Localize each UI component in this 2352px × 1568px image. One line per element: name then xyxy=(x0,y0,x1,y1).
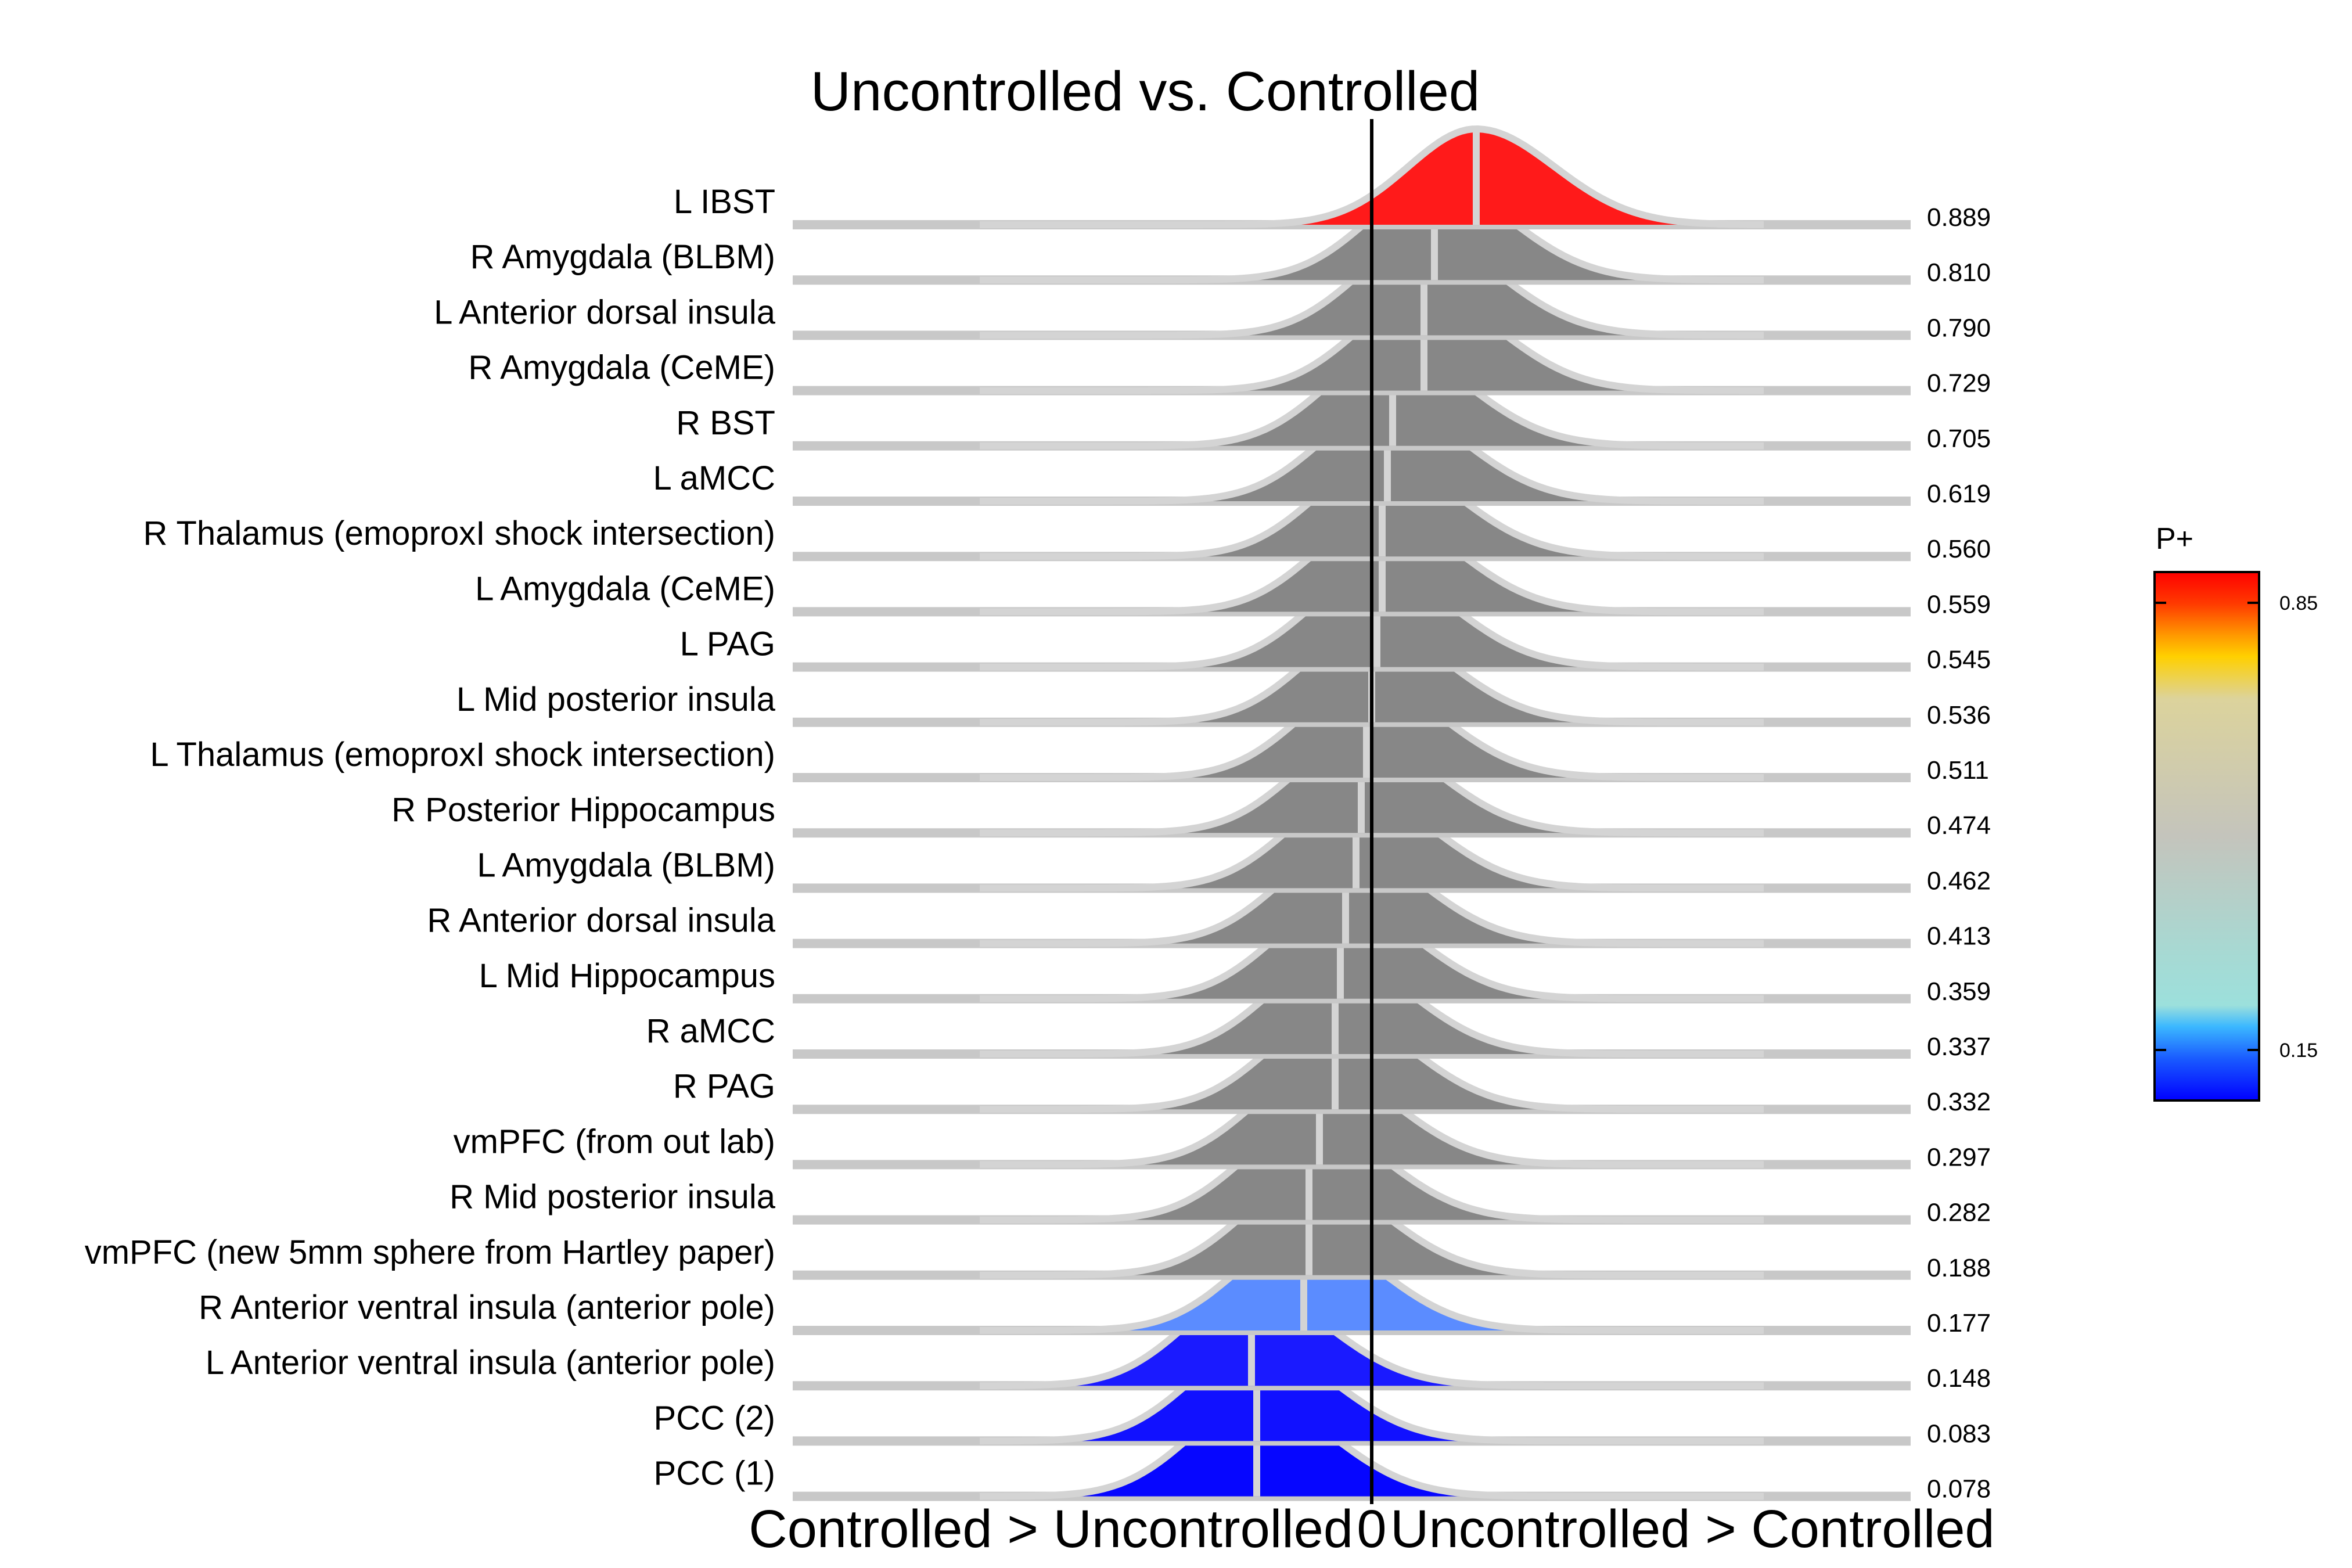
x-label-left: Controlled > Uncontrolled xyxy=(749,1499,1353,1559)
p-plus-value: 0.332 xyxy=(1927,1088,1991,1116)
p-plus-value: 0.545 xyxy=(1927,646,1991,674)
p-plus-value: 0.619 xyxy=(1927,480,1991,508)
y-tick-label: L Mid posterior insula xyxy=(456,681,776,718)
p-plus-value: 0.560 xyxy=(1927,535,1991,563)
density-area xyxy=(980,1400,1764,1497)
colorbar: P+ 0.85 0.15 xyxy=(2153,522,2318,1102)
y-tick-label: L IBST xyxy=(674,183,775,221)
y-tick-label: PCC (1) xyxy=(654,1455,775,1493)
y-tick-label: L aMCC xyxy=(653,459,775,497)
chart-title: Uncontrolled vs. Controlled xyxy=(811,60,1480,123)
ridge-row xyxy=(793,181,1911,285)
p-plus-value: 0.083 xyxy=(1927,1419,1991,1448)
p-plus-value: 0.282 xyxy=(1927,1199,1991,1227)
p-plus-value: 0.511 xyxy=(1927,756,1989,785)
y-tick-label: R Amygdala (CeME) xyxy=(468,349,775,387)
y-tick-label: L Amygdala (BLBM) xyxy=(477,846,775,884)
p-plus-value: 0.177 xyxy=(1927,1309,1991,1337)
p-plus-value: 0.462 xyxy=(1927,866,1991,895)
y-tick-label: R Thalamus (emoproxI shock intersection) xyxy=(143,515,775,552)
p-plus-value: 0.337 xyxy=(1927,1033,1991,1061)
y-tick-label: R PAG xyxy=(673,1067,775,1105)
y-tick-labels: PCC (1) PCC (2) L Anterior ventral insula … xyxy=(85,183,776,1493)
p-plus-value: 0.359 xyxy=(1927,977,1991,1006)
ridges xyxy=(793,125,1911,1501)
colorbar-tick-label-low: 0.15 xyxy=(2279,1040,2318,1062)
density-area xyxy=(980,1290,1764,1386)
density-area xyxy=(980,129,1764,225)
density-area xyxy=(980,1345,1764,1441)
x-label-right: Uncontrolled > Controlled xyxy=(1390,1499,1995,1559)
colorbar-gradient xyxy=(2153,571,2260,1102)
p-plus-value: 0.536 xyxy=(1927,701,1991,729)
y-tick-label: L Anterior dorsal insula xyxy=(434,293,776,331)
y-tick-label: R Anterior ventral insula (anterior pole… xyxy=(199,1289,775,1326)
p-plus-value: 0.790 xyxy=(1927,314,1991,342)
y-tick-label: L Anterior ventral insula (anterior pole… xyxy=(206,1344,775,1382)
y-tick-label: R Anterior dorsal insula xyxy=(427,902,775,940)
y-tick-label: R BST xyxy=(676,404,775,442)
colorbar-title: P+ xyxy=(2156,522,2193,556)
y-tick-label: vmPFC (from out lab) xyxy=(454,1123,775,1160)
p-plus-value: 0.889 xyxy=(1927,203,1991,232)
p-plus-value: 0.810 xyxy=(1927,258,1991,287)
p-plus-value: 0.729 xyxy=(1927,369,1991,398)
p-plus-value: 0.413 xyxy=(1927,922,1991,951)
p-plus-value: 0.705 xyxy=(1927,425,1991,453)
p-plus-value: 0.188 xyxy=(1927,1254,1991,1282)
y-tick-label: L PAG xyxy=(680,625,775,663)
y-tick-label: PCC (2) xyxy=(654,1399,775,1437)
y-tick-label: R Amygdala (BLBM) xyxy=(470,238,775,276)
p-plus-value: 0.078 xyxy=(1927,1475,1991,1504)
ridge-row xyxy=(793,125,1911,229)
y-tick-label: R aMCC xyxy=(646,1012,775,1050)
p-plus-value: 0.474 xyxy=(1927,811,1991,840)
y-tick-label: L Amygdala (CeME) xyxy=(475,570,775,607)
y-tick-label: vmPFC (new 5mm sphere from Hartley paper… xyxy=(85,1233,775,1271)
y-tick-label: R Posterior Hippocampus xyxy=(391,791,775,829)
y-tick-label: R Mid posterior insula xyxy=(449,1178,776,1216)
p-plus-value: 0.148 xyxy=(1927,1364,1991,1393)
p-plus-value: 0.297 xyxy=(1927,1143,1991,1171)
y-tick-label: L Thalamus (emoproxI shock intersection) xyxy=(150,736,775,774)
p-plus-value: 0.559 xyxy=(1927,590,1991,618)
x-label-center: 0 xyxy=(1357,1499,1386,1559)
p-value-labels: 0.078 0.083 0.148 0.177 0.188 0.282 0.297 0.332… xyxy=(1927,203,1991,1504)
colorbar-tick-label-high: 0.85 xyxy=(2279,592,2318,614)
y-tick-label: L Mid Hippocampus xyxy=(479,957,775,995)
